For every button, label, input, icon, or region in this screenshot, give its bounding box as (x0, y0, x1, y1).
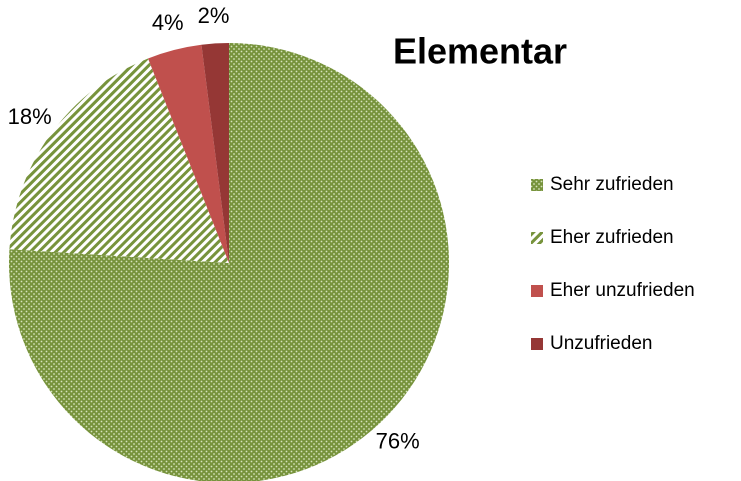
data-label: 76% (376, 428, 420, 453)
pie-slice (9, 58, 230, 263)
data-label: 2% (198, 3, 230, 28)
legend-label: Unzufrieden (550, 333, 652, 354)
legend-marker (531, 232, 543, 244)
data-label: 4% (152, 10, 184, 35)
pie-slice (148, 44, 229, 263)
legend-label: Eher unzufrieden (550, 280, 695, 301)
legend-marker (531, 179, 543, 191)
legend-marker (531, 285, 543, 297)
legend-label: Sehr zufrieden (550, 174, 674, 195)
pie-slice (201, 43, 229, 263)
legend-label: Eher zufrieden (550, 227, 674, 248)
pie-slice (9, 43, 449, 481)
data-label: 18% (8, 104, 52, 129)
legend-marker (531, 338, 543, 350)
chart-title: Elementar (393, 31, 567, 72)
